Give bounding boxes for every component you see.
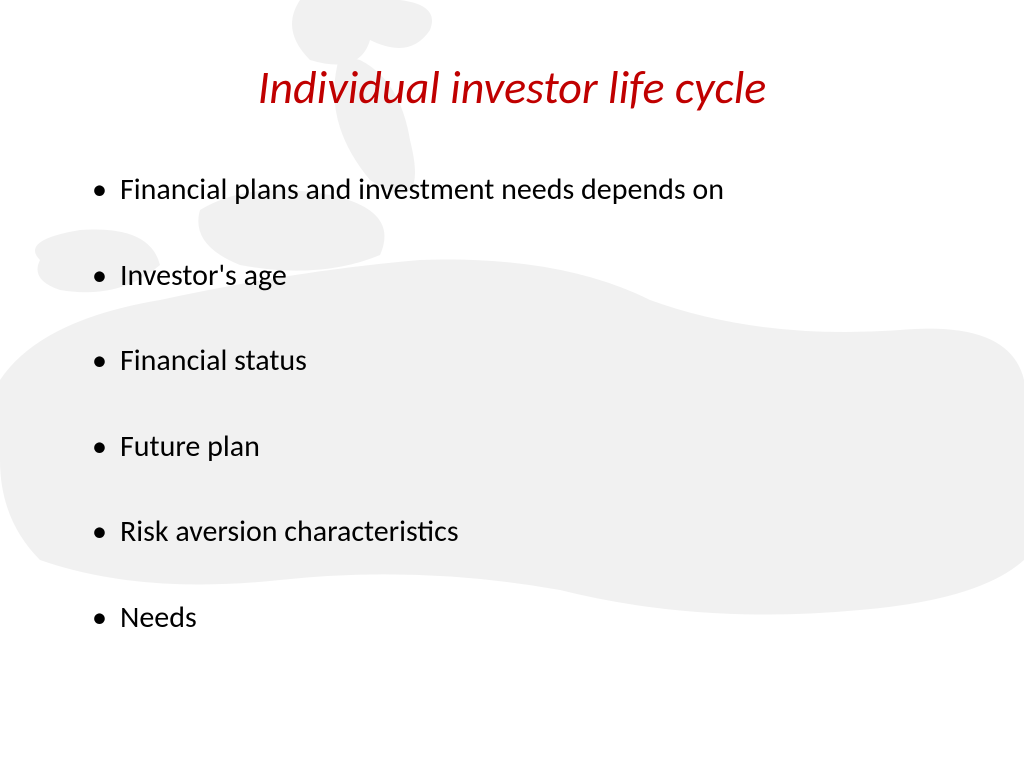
bullet-list: Financial plans and investment needs dep… (80, 171, 944, 636)
list-item: Investor's age (80, 257, 944, 295)
list-item: Risk aversion characteristics (80, 513, 944, 551)
list-item: Financial status (80, 342, 944, 380)
list-item: Financial plans and investment needs dep… (80, 171, 944, 209)
list-item: Future plan (80, 428, 944, 466)
slide-title: Individual investor life cycle (80, 60, 944, 116)
list-item: Needs (80, 599, 944, 637)
slide-container: Individual investor life cycle Financial… (0, 0, 1024, 768)
